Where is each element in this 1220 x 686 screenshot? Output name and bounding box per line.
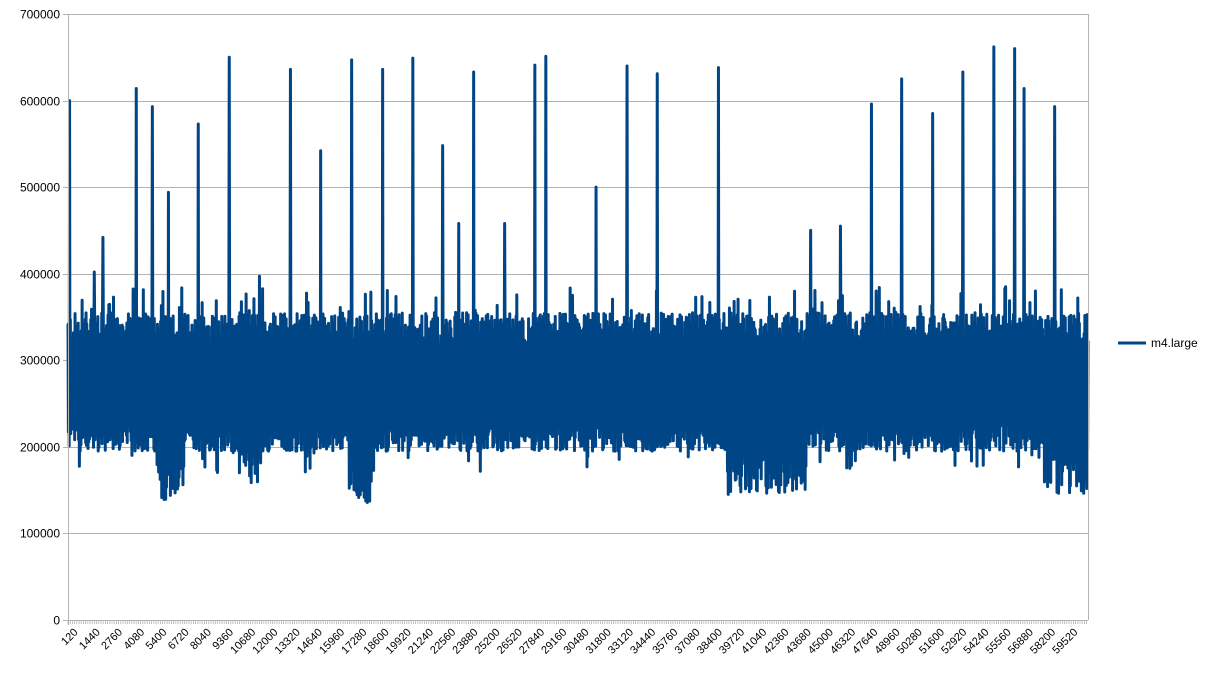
- y-axis: 0 100000 200000 300000 400000 500000 600000 700…: [20, 8, 60, 628]
- y-tick-label: 0: [53, 614, 60, 628]
- y-tick-label: 500000: [20, 181, 60, 195]
- x-axis-ticks: [67, 620, 1087, 624]
- y-tick-label: 600000: [20, 95, 60, 109]
- y-tick-label: 200000: [20, 441, 60, 455]
- plot-area: [66, 45, 1090, 504]
- plot-frame: [68, 14, 1089, 625]
- y-tick-label: 700000: [20, 8, 60, 22]
- series-line-m4-large: [66, 45, 1090, 504]
- y-tick-label: 100000: [20, 527, 60, 541]
- legend: m4.large: [1118, 336, 1198, 350]
- legend-label-m4-large: m4.large: [1151, 336, 1198, 350]
- y-tick-label: 300000: [20, 354, 60, 368]
- y-tick-label: 400000: [20, 268, 60, 282]
